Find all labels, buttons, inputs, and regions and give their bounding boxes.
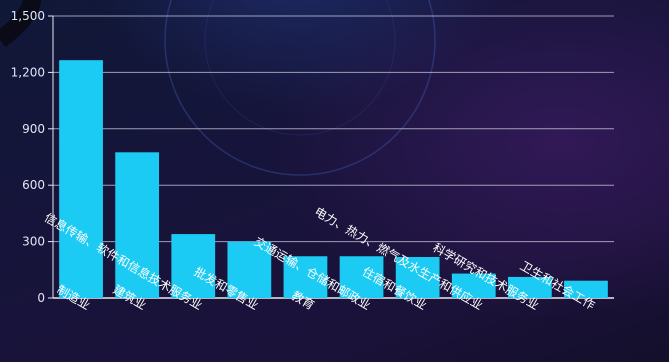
y-tick-label: 0 — [37, 291, 45, 305]
bar[interactable] — [451, 273, 496, 298]
bar[interactable] — [171, 234, 216, 298]
bar[interactable] — [227, 241, 272, 298]
x-tick-label: 科学研究和技术服务业 — [430, 240, 541, 313]
bar[interactable] — [59, 60, 103, 299]
bar[interactable] — [339, 256, 384, 298]
bar[interactable] — [564, 280, 608, 298]
y-tick-label: 1,200 — [11, 65, 45, 79]
y-tick-label: 300 — [22, 235, 45, 249]
bar[interactable] — [507, 276, 552, 298]
bar[interactable] — [283, 256, 328, 298]
bar[interactable] — [395, 257, 440, 298]
bar[interactable] — [115, 152, 160, 298]
y-tick-label: 1,500 — [11, 9, 45, 23]
y-tick-label: 600 — [22, 178, 45, 192]
y-tick-label: 900 — [22, 122, 45, 136]
